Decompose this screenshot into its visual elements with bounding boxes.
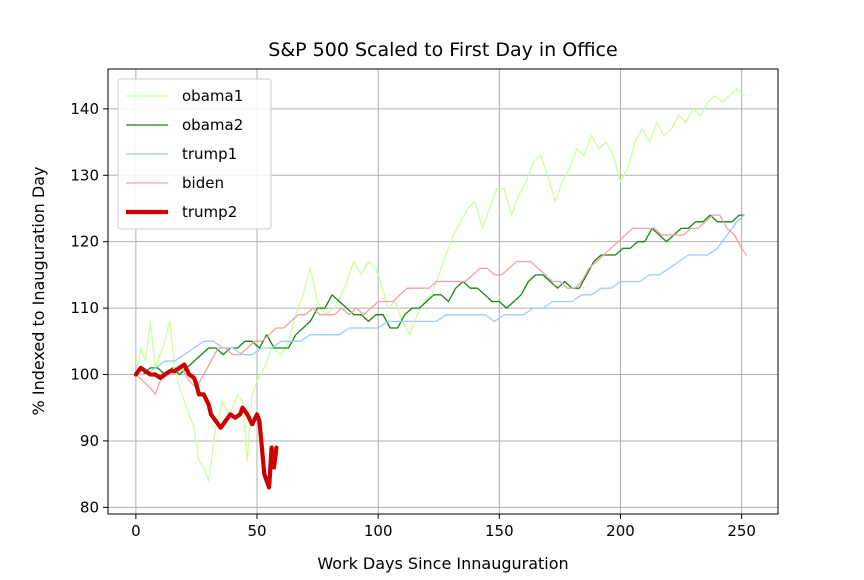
series-line-biden [135, 214, 748, 396]
series-line-trump1 [135, 214, 745, 376]
y-tick-label: 110 [70, 299, 99, 317]
legend-label-obama2: obama2 [182, 116, 243, 134]
y-axis-label: % Indexed to Inauguration Day [29, 167, 48, 416]
plot-frame [107, 68, 779, 515]
y-tick-label: 140 [70, 100, 99, 118]
legend: obama1 obama2 trump1 biden trump2 [117, 78, 272, 230]
chart-title: S&P 500 Scaled to First Day in Office [268, 39, 617, 61]
series-line-obama2 [135, 214, 745, 376]
x-axis-label: Work Days Since Innauguration [317, 554, 568, 573]
legend-label-biden: biden [182, 174, 224, 192]
x-tick-label: 100 [364, 522, 393, 540]
series-line-obama1 [135, 88, 745, 482]
series-layer [133, 88, 748, 490]
y-tick-label: 80 [80, 498, 99, 516]
legend-box [117, 78, 272, 230]
x-tick-label: 0 [131, 522, 141, 540]
legend-label-trump1: trump1 [182, 145, 237, 163]
y-tick-label: 90 [80, 432, 99, 450]
x-tick-label: 200 [606, 522, 635, 540]
x-tick-label: 150 [485, 522, 514, 540]
y-tick-label: 130 [70, 166, 99, 184]
y-tick-label: 120 [70, 233, 99, 251]
axis-ticks: 0 50 100 150 200 250 80 90 100 110 120 130 140 [70, 100, 756, 540]
x-tick-label: 50 [247, 522, 266, 540]
legend-label-trump2: trump2 [182, 203, 237, 221]
x-tick-label: 250 [727, 522, 756, 540]
y-tick-label: 100 [70, 366, 99, 384]
series-line-trump2 [133, 362, 279, 490]
legend-label-obama1: obama1 [182, 87, 243, 105]
